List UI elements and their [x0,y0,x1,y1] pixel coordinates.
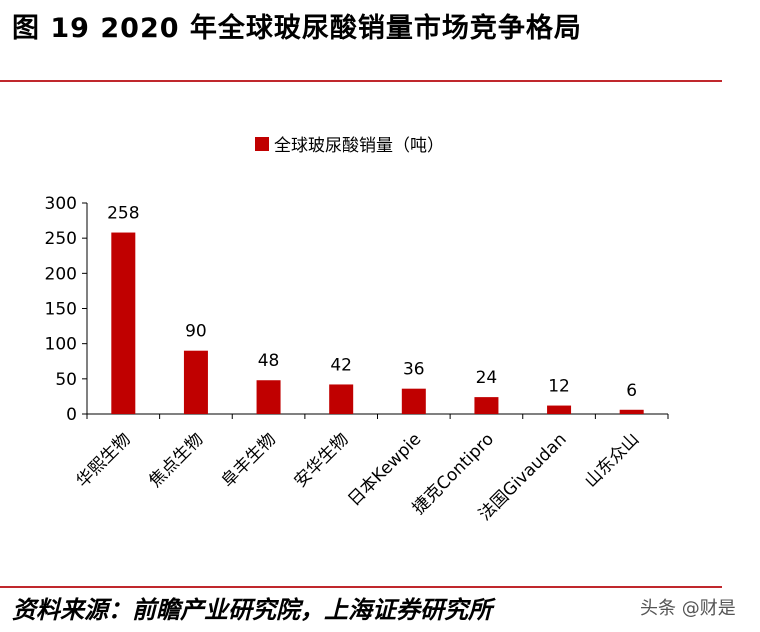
source-note: 资料来源：前瞻产业研究院，上海证券研究所 [12,596,492,624]
category-label: 焦点生物 [145,429,207,491]
bar [329,384,354,414]
data-label: 42 [330,355,352,375]
y-tick-label: 200 [45,264,77,284]
y-tick-label: 300 [45,194,77,214]
bar [474,397,499,414]
figure-title: 图 19 2020 年全球玻尿酸销量市场竞争格局 [12,13,582,44]
bar [183,350,208,414]
bar [547,405,572,414]
category-label: 安华生物 [290,429,352,491]
y-tick-label: 100 [45,335,77,355]
category-label: 阜丰生物 [218,429,280,491]
y-tick-label: 0 [66,405,77,425]
category-label: 山东众山 [581,429,643,491]
data-label: 36 [403,360,425,380]
category-label: 日本Kewpie [344,429,425,510]
legend-swatch [255,136,269,151]
y-tick-label: 250 [45,229,77,249]
y-tick-label: 50 [55,370,77,390]
top-divider [0,80,722,82]
y-tick-label: 150 [45,300,77,320]
watermark: 头条 @财是 [640,598,736,619]
data-label: 258 [107,204,139,224]
data-label: 6 [626,381,637,401]
bar [256,380,281,414]
bottom-divider [0,586,722,588]
bar [111,232,136,414]
bar-chart: 300 250 200 150 100 50 0 258 华熙生物 90 焦点生物 48 阜丰生物 42 安… [45,194,669,525]
data-label: 90 [185,322,207,342]
bar [401,388,426,414]
legend-label: 全球玻尿酸销量（吨） [274,136,444,156]
category-label: 华熙生物 [73,429,135,491]
data-label: 48 [258,351,280,371]
data-label: 12 [548,377,570,397]
legend: 全球玻尿酸销量（吨） [255,131,444,156]
data-label: 24 [476,368,498,388]
bar [619,409,644,414]
